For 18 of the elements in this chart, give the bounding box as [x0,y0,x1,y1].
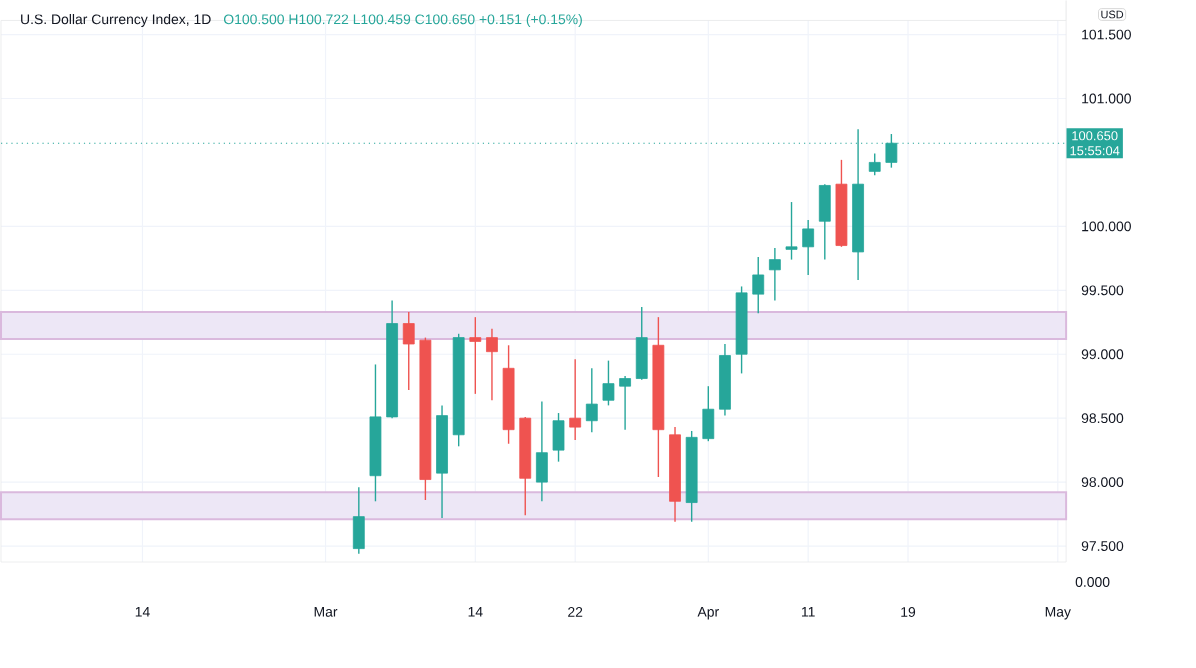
candlestick [818,183,831,261]
candlestick [602,359,615,407]
candlestick [752,256,765,315]
candlestick [619,375,631,431]
candlestick [785,201,798,261]
candlestick [868,152,881,176]
candlestick [486,327,498,401]
candlestick [585,367,598,433]
candlestick [635,306,648,381]
candlestick [535,400,548,503]
candlestick [569,358,582,441]
candlestick [702,385,715,442]
candlestick [552,412,565,463]
candlestick [402,311,415,391]
candlestick [469,316,482,395]
candlestick [802,219,815,276]
candlestick [352,486,365,555]
candlestick [768,247,781,302]
